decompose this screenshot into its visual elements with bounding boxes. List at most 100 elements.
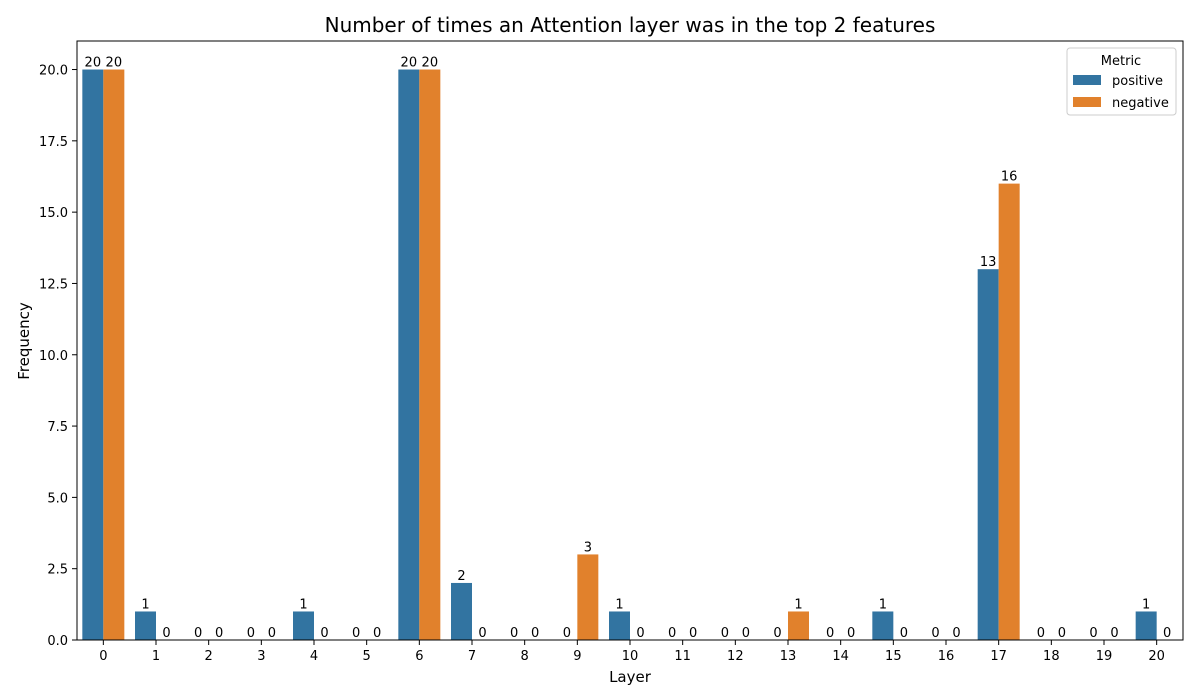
x-axis: 0 1 2 3 4 5 6 7 8 9 10 11 12 13 14 15 16 17 18 19 20 — [99, 640, 1165, 664]
bar-positive-layer-20 — [1135, 611, 1157, 640]
bar-label-positive-layer-17: 13 — [980, 255, 997, 270]
y-tick-label-10.0: 10.0 — [39, 349, 68, 364]
bar-label-positive-layer-8: 0 — [510, 626, 518, 641]
bar-positive-layer-10 — [609, 611, 630, 640]
x-tick-label-19: 19 — [1096, 649, 1113, 664]
legend: Metric positive negative — [1066, 47, 1177, 116]
bar-label-negative-layer-15: 0 — [900, 626, 908, 641]
x-tick-label-13: 13 — [780, 649, 797, 664]
legend-label-positive: positive — [1112, 74, 1163, 89]
bar-label-positive-layer-5: 0 — [352, 626, 360, 641]
x-tick-label-6: 6 — [415, 649, 423, 664]
bar-label-negative-layer-0: 20 — [106, 56, 123, 71]
bar-label-negative-layer-20: 0 — [1163, 626, 1171, 641]
x-tick-label-5: 5 — [363, 649, 371, 664]
x-tick-label-0: 0 — [99, 649, 107, 664]
bar-label-positive-layer-2: 0 — [194, 626, 202, 641]
bar-label-positive-layer-18: 0 — [1037, 626, 1045, 641]
bar-negative-layer-6 — [419, 69, 441, 641]
bar-label-negative-layer-12: 0 — [742, 626, 750, 641]
legend-title: Metric — [1101, 54, 1141, 69]
x-tick-label-4: 4 — [310, 649, 318, 664]
y-axis-label: Frequency — [15, 302, 33, 380]
bar-label-negative-layer-8: 0 — [531, 626, 539, 641]
bar-label-negative-layer-6: 20 — [422, 56, 439, 71]
x-tick-label-12: 12 — [727, 649, 744, 664]
x-tick-label-16: 16 — [938, 649, 955, 664]
bar-label-negative-layer-14: 0 — [847, 626, 855, 641]
y-tick-label-15.0: 15.0 — [39, 206, 68, 221]
x-tick-label-7: 7 — [468, 649, 476, 664]
bar-label-positive-layer-11: 0 — [668, 626, 676, 641]
bar-label-positive-layer-9: 0 — [563, 626, 571, 641]
x-tick-label-2: 2 — [205, 649, 213, 664]
bars-layer — [82, 69, 1157, 641]
y-tick-label-5.0: 5.0 — [47, 491, 68, 506]
bar-label-negative-layer-19: 0 — [1110, 626, 1118, 641]
y-tick-label-0.0: 0.0 — [47, 634, 68, 649]
bar-label-negative-layer-4: 0 — [320, 626, 328, 641]
y-axis: 0.0 2.5 5.0 7.5 10.0 12.5 15.0 17.5 20.0 — [39, 64, 77, 649]
x-tick-label-20: 20 — [1148, 649, 1165, 664]
bar-label-positive-layer-16: 0 — [931, 626, 939, 641]
x-tick-label-9: 9 — [573, 649, 581, 664]
x-tick-label-15: 15 — [885, 649, 902, 664]
bar-label-positive-layer-3: 0 — [247, 626, 255, 641]
bar-label-positive-layer-20: 1 — [1142, 597, 1150, 612]
x-tick-label-10: 10 — [622, 649, 639, 664]
bar-negative-layer-17 — [998, 183, 1020, 640]
bar-negative-layer-9 — [577, 554, 599, 640]
bar-label-positive-layer-1: 1 — [141, 597, 149, 612]
bar-label-negative-layer-5: 0 — [373, 626, 381, 641]
x-axis-label: Layer — [609, 668, 652, 686]
y-tick-label-2.5: 2.5 — [47, 563, 68, 578]
bar-label-positive-layer-0: 20 — [85, 56, 102, 71]
bar-label-negative-layer-10: 0 — [636, 626, 644, 641]
bar-negative-layer-13 — [788, 611, 809, 640]
bar-label-positive-layer-12: 0 — [721, 626, 729, 641]
bar-label-negative-layer-11: 0 — [689, 626, 697, 641]
legend-label-negative: negative — [1112, 96, 1169, 111]
bar-positive-layer-17 — [977, 269, 999, 640]
bar-positive-layer-4 — [293, 611, 314, 640]
bar-label-positive-layer-13: 0 — [773, 626, 781, 641]
legend-swatch-negative — [1073, 97, 1101, 107]
bar-label-positive-layer-10: 1 — [615, 597, 623, 612]
bar-label-negative-layer-2: 0 — [215, 626, 223, 641]
bar-label-positive-layer-15: 1 — [879, 597, 887, 612]
y-tick-label-7.5: 7.5 — [47, 420, 68, 435]
plot-frame — [76, 40, 1184, 641]
x-tick-label-14: 14 — [832, 649, 849, 664]
x-tick-label-8: 8 — [521, 649, 529, 664]
legend-swatch-positive — [1073, 75, 1101, 85]
bar-positive-layer-0 — [82, 69, 104, 641]
bar-label-negative-layer-16: 0 — [952, 626, 960, 641]
y-tick-label-20.0: 20.0 — [39, 64, 68, 79]
bar-label-positive-layer-7: 2 — [457, 569, 465, 584]
x-tick-label-11: 11 — [674, 649, 691, 664]
bar-positive-layer-1 — [135, 611, 156, 640]
x-tick-label-18: 18 — [1043, 649, 1060, 664]
bar-negative-layer-0 — [103, 69, 125, 641]
bar-label-positive-layer-19: 0 — [1089, 626, 1097, 641]
bar-positive-layer-7 — [451, 582, 472, 640]
bar-positive-layer-15 — [872, 611, 894, 640]
x-tick-label-17: 17 — [990, 649, 1007, 664]
bar-label-negative-layer-17: 16 — [1001, 170, 1018, 185]
bar-label-negative-layer-18: 0 — [1058, 626, 1066, 641]
bar-label-positive-layer-14: 0 — [826, 626, 834, 641]
bar-label-negative-layer-3: 0 — [268, 626, 276, 641]
bar-label-negative-layer-7: 0 — [478, 626, 486, 641]
y-tick-label-17.5: 17.5 — [39, 135, 68, 150]
chart-title: Number of times an Attention layer was i… — [325, 13, 936, 37]
bar-label-positive-layer-4: 1 — [299, 597, 307, 612]
bar-label-positive-layer-6: 20 — [401, 56, 418, 71]
y-tick-label-12.5: 12.5 — [39, 277, 68, 292]
bar-positive-layer-6 — [398, 69, 420, 641]
bar-label-negative-layer-1: 0 — [162, 626, 170, 641]
x-tick-label-3: 3 — [257, 649, 265, 664]
bar-label-negative-layer-13: 1 — [794, 597, 802, 612]
